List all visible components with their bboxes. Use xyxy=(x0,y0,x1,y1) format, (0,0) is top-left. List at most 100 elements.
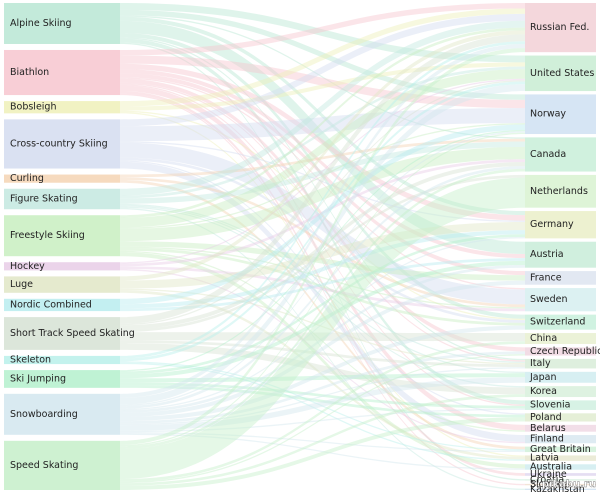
link xyxy=(120,20,525,196)
target-label: Slovakia xyxy=(530,479,570,490)
source-label: Hockey xyxy=(10,261,45,272)
link xyxy=(120,161,525,442)
link xyxy=(120,142,525,305)
target-label: Finland xyxy=(530,434,564,445)
link xyxy=(120,3,525,56)
link xyxy=(120,290,525,460)
link xyxy=(120,69,525,259)
link xyxy=(120,3,525,63)
link xyxy=(120,168,525,450)
source-node xyxy=(4,262,120,271)
target-node xyxy=(525,455,596,461)
link xyxy=(120,207,525,490)
target-node xyxy=(525,347,596,356)
link xyxy=(120,367,525,426)
source-node xyxy=(4,188,120,210)
link xyxy=(120,288,525,365)
link xyxy=(120,160,525,415)
target-node xyxy=(525,3,596,53)
source-label: Ski Jumping xyxy=(10,373,66,384)
link xyxy=(120,73,525,276)
source-node xyxy=(4,393,120,435)
link xyxy=(120,248,525,326)
source-node xyxy=(4,440,120,490)
target-label: Sweden xyxy=(530,294,568,305)
link xyxy=(120,157,525,323)
link xyxy=(120,82,525,362)
link xyxy=(120,30,525,281)
source-label: Luge xyxy=(10,279,33,290)
link xyxy=(120,131,525,407)
target-label: Kazakhstan xyxy=(530,484,585,493)
link xyxy=(120,343,525,395)
target-node xyxy=(525,333,596,344)
target-node xyxy=(525,413,596,422)
link xyxy=(120,16,525,216)
link xyxy=(120,8,525,107)
link xyxy=(120,180,525,450)
source-label: Short Track Speed Skating xyxy=(10,328,135,339)
target-label: Ukraine xyxy=(530,469,567,480)
link xyxy=(120,269,525,444)
target-node xyxy=(525,371,596,383)
link xyxy=(120,340,525,368)
target-node xyxy=(525,358,596,369)
source-node xyxy=(4,370,120,388)
link xyxy=(120,80,525,326)
source-label: Figure Skating xyxy=(10,193,78,204)
target-label: Norway xyxy=(530,109,566,120)
target-label: Slovenia xyxy=(530,400,570,411)
link xyxy=(120,408,525,433)
link xyxy=(120,48,525,445)
source-node xyxy=(4,101,120,114)
link xyxy=(120,85,525,431)
link xyxy=(120,246,525,309)
target-label: Russian Fed. xyxy=(530,22,589,33)
target-node xyxy=(525,424,596,432)
target-label: Korea xyxy=(530,386,557,397)
target-label: Canada xyxy=(530,149,566,160)
link xyxy=(120,394,525,486)
link xyxy=(120,81,525,362)
link xyxy=(120,341,525,482)
link xyxy=(120,332,525,342)
link xyxy=(120,237,525,411)
source-node xyxy=(4,174,120,183)
source-label: Skeleton xyxy=(10,354,51,365)
source-node xyxy=(4,317,120,350)
target-label: Switzerland xyxy=(530,317,585,328)
target-node xyxy=(525,488,596,490)
link xyxy=(120,77,525,290)
link xyxy=(120,146,525,242)
target-label: China xyxy=(530,333,557,344)
link xyxy=(120,252,525,469)
link xyxy=(120,234,525,375)
link xyxy=(120,385,525,418)
target-label: Australia xyxy=(530,461,572,472)
link xyxy=(120,132,525,447)
link xyxy=(120,141,525,222)
source-label: Bobsleigh xyxy=(10,102,56,113)
link xyxy=(120,432,525,453)
link xyxy=(120,38,525,405)
link xyxy=(120,124,525,305)
link xyxy=(120,166,525,409)
watermark: pikabu.ru xyxy=(542,479,596,490)
source-node xyxy=(4,355,120,365)
target-node xyxy=(525,483,596,486)
target-node xyxy=(525,400,596,410)
target-label: France xyxy=(530,272,562,283)
link xyxy=(120,141,525,204)
link xyxy=(120,159,525,267)
target-label: Japan xyxy=(529,372,557,383)
link xyxy=(120,93,525,486)
target-node xyxy=(525,464,596,470)
target-label: Croatia xyxy=(530,474,564,485)
target-label: United States xyxy=(530,68,594,79)
link xyxy=(120,373,525,383)
link xyxy=(120,63,525,221)
target-node xyxy=(525,137,596,172)
target-node xyxy=(525,435,596,444)
target-node xyxy=(525,211,596,239)
